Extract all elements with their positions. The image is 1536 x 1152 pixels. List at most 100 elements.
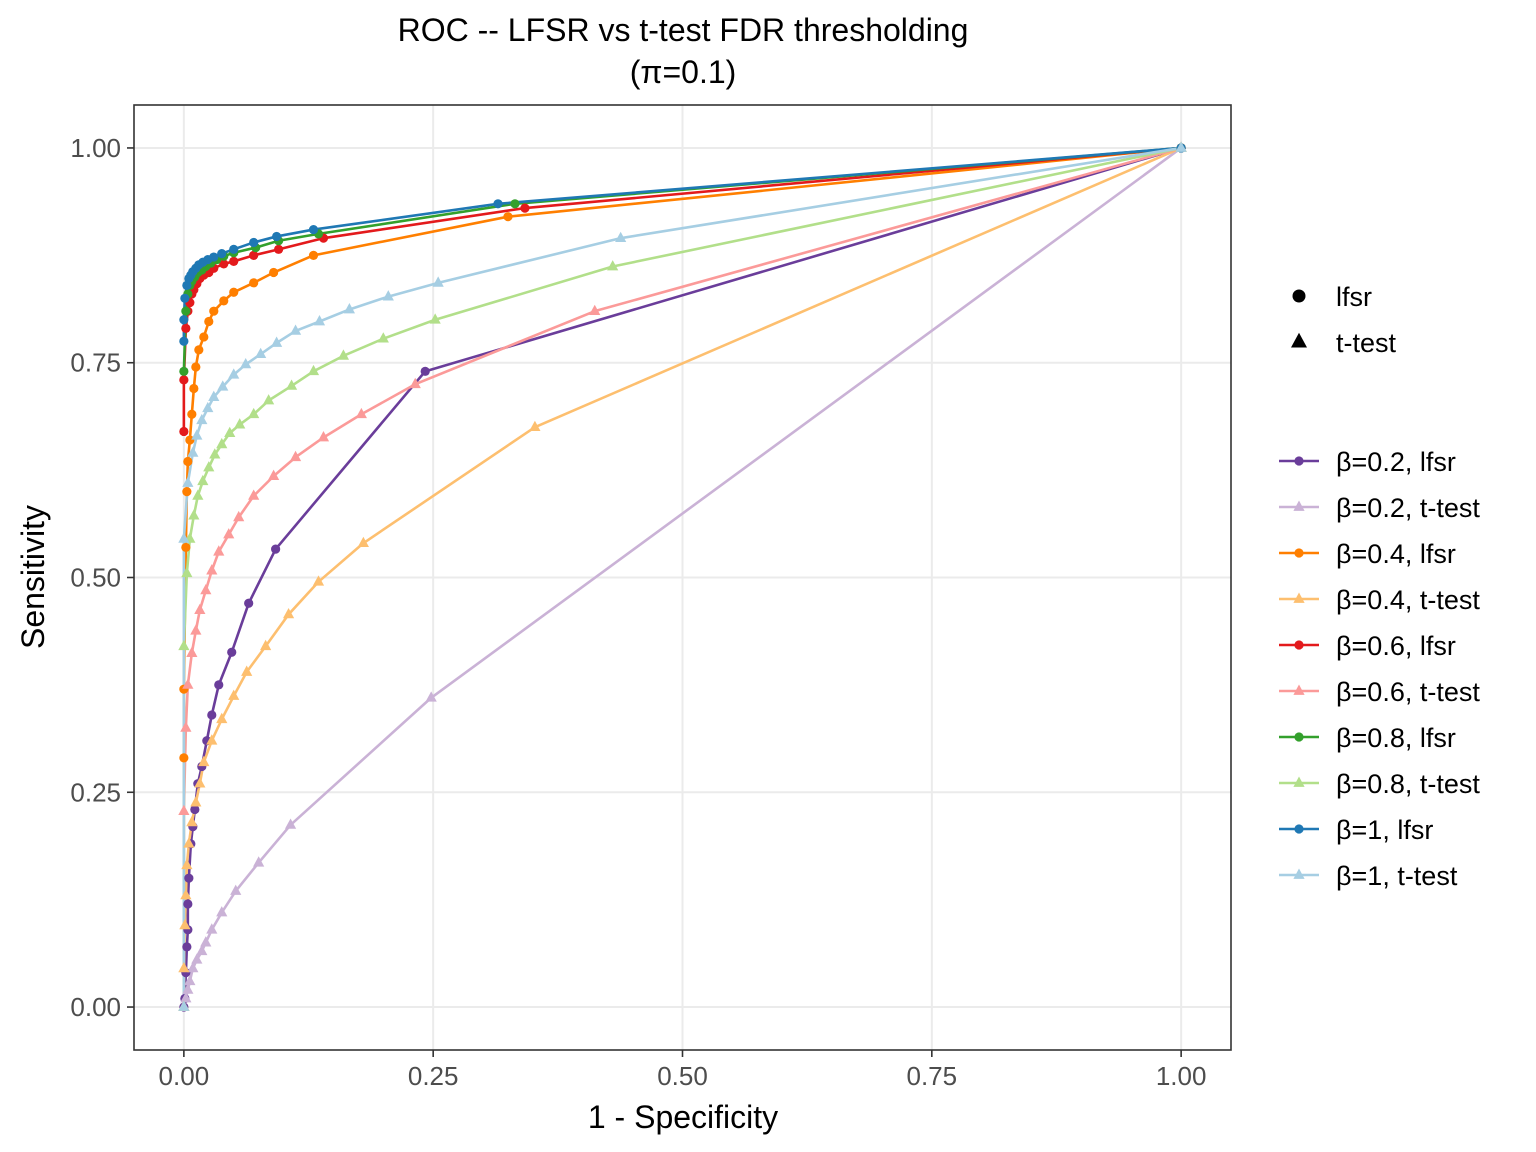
point-1-1 [180,992,192,1003]
point-6-16 [510,199,520,209]
series-points [178,141,1187,1012]
point-9-16 [382,290,394,301]
point-1-10 [230,884,242,895]
point-1-4 [187,961,199,973]
point-0-5 [183,899,193,909]
point-9-11 [255,347,267,359]
point-1-6 [196,944,208,956]
point-3-18 [529,420,541,432]
chart-title: ROC -- LFSR vs t-test FDR thresholding [398,12,969,48]
legend-key-marker-2 [1294,548,1304,558]
point-7-5 [192,489,204,500]
point-7-18 [429,313,441,324]
point-5-15 [317,431,330,442]
point-2-3 [182,486,192,497]
legend-label-2: β=0.4, lfsr [1336,539,1456,569]
x-tick-label-0: 0.00 [159,1061,210,1091]
point-9-4 [191,429,203,440]
point-5-9 [213,545,225,556]
point-8-13 [229,244,239,254]
point-7-17 [377,332,389,343]
point-9-7 [208,390,220,401]
y-tick-label-1: 0.25 [70,777,121,807]
point-5-11 [233,510,245,522]
point-3-3 [180,888,192,900]
point-2-15 [249,278,259,288]
point-3-1 [178,961,190,973]
point-3-4 [181,858,193,870]
point-8-14 [249,237,259,248]
point-7-19 [607,260,619,271]
point-2-13 [219,296,229,306]
point-5-16 [355,407,367,419]
legend-label-8: β=1, lfsr [1336,815,1433,845]
shape-legend: lfsr t-test [1291,282,1397,358]
legend-key-marker-4 [1294,640,1304,650]
series-points-9 [178,141,1187,1011]
point-5-14 [289,450,302,462]
point-3-8 [194,777,206,788]
point-3-12 [228,689,240,700]
point-8-12 [217,249,227,259]
point-9-8 [217,380,229,391]
point-9-0 [178,1000,190,1011]
point-9-1 [178,532,190,543]
point-4-2 [181,323,191,333]
chart-subtitle: (π=0.1) [630,54,737,90]
point-2-6 [187,409,197,419]
point-4-0 [179,426,189,437]
series-legend: β=0.2, lfsr β=0.2, t-test β=0.4, lfsr β=0.4… [1279,447,1480,891]
legend-key-marker-6 [1294,732,1304,742]
y-tick-label-3: 0.75 [70,348,121,378]
point-3-5 [183,837,195,848]
point-7-16 [337,349,350,360]
point-8-1 [179,315,189,325]
point-1-9 [216,906,228,917]
point-0-13 [207,710,217,720]
point-7-11 [234,418,246,429]
point-1-3 [184,974,196,986]
point-9-6 [202,401,214,413]
legend-label-4: β=0.6, lfsr [1336,631,1456,661]
point-0-15 [227,647,237,657]
x-tick-label-2: 0.50 [657,1061,708,1091]
legend-label-7: β=0.8, t-test [1336,769,1480,799]
point-2-17 [308,250,319,260]
legend-key-marker-9 [1293,868,1305,879]
point-8-15 [272,231,282,242]
point-5-3 [182,678,194,689]
point-0-17 [271,544,281,554]
point-4-1 [179,375,189,385]
point-7-14 [285,379,298,390]
point-1-7 [200,936,212,947]
legend-label-5: β=0.6, t-test [1336,677,1480,707]
point-8-16 [308,224,319,235]
point-5-8 [206,564,218,575]
legend-key-marker-8 [1294,824,1304,834]
point-9-9 [228,368,240,379]
point-2-5 [185,435,195,445]
point-9-13 [289,324,302,335]
point-5-6 [194,603,206,615]
point-3-15 [282,608,295,619]
point-3-16 [312,575,325,586]
point-2-10 [199,332,209,342]
point-2-9 [194,345,204,355]
point-4-13 [229,256,239,266]
point-9-19 [1175,141,1187,152]
point-2-4 [183,456,193,467]
point-8-11 [209,252,219,262]
point-2-7 [189,383,199,394]
point-5-10 [223,528,235,539]
point-3-11 [216,712,228,724]
x-axis-title: 1 - Specificity [588,1099,778,1135]
point-8-0 [179,336,189,346]
point-2-2 [181,542,191,553]
point-9-3 [187,446,199,457]
point-4-12 [219,259,229,269]
y-tick-label-2: 0.50 [70,563,121,593]
point-2-11 [204,316,214,327]
point-4-14 [249,250,259,260]
y-axis-title: Sensitivity [15,505,51,649]
